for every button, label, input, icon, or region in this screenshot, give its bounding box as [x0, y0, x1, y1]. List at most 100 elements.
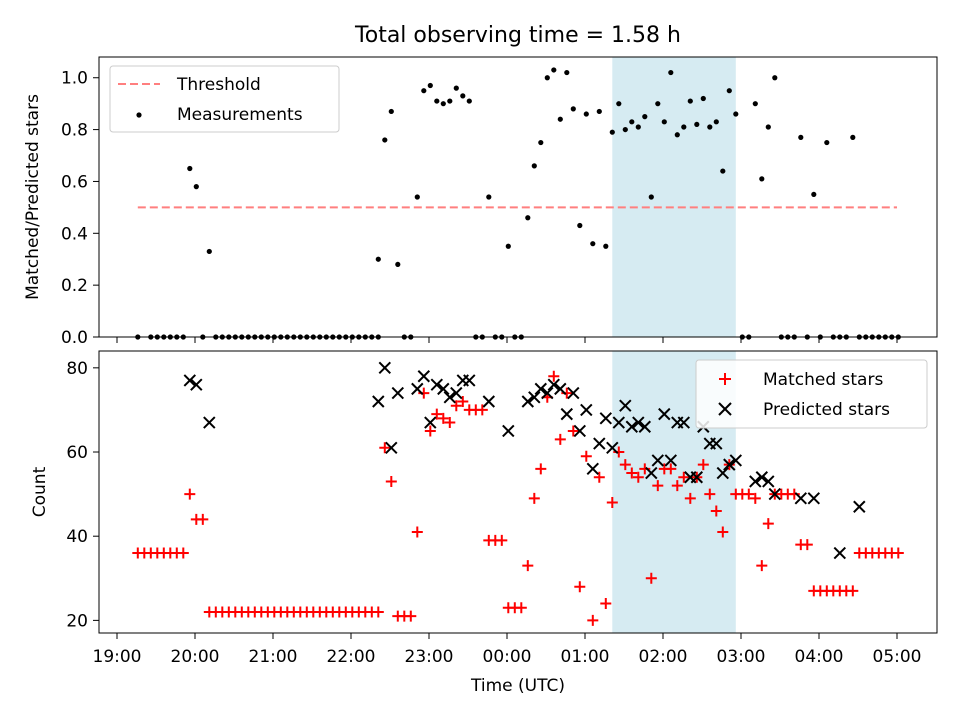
matched-star-marker	[548, 370, 560, 382]
top-y-axis: 0.0 0.2 0.4 0.6 0.8 1.0	[61, 69, 99, 348]
bottom-plot-frame	[98, 350, 938, 634]
predicted-star-marker	[664, 454, 678, 467]
predicted-star-marker	[658, 407, 671, 421]
matched-star-marker	[671, 480, 683, 492]
measurement-point	[759, 176, 765, 182]
predicted-star-marker	[437, 382, 450, 396]
measurement-point	[486, 194, 492, 200]
predicted-star-marker	[625, 420, 639, 433]
matched-star-marker	[749, 492, 761, 504]
matched-star-marker	[184, 488, 196, 500]
measurement-point	[609, 129, 615, 135]
bottom-panel: 20 40 60 80 19:00 20:00 21:00 22:00 23:00 00:00 0…	[30, 350, 938, 696]
top-panel: 0.0 0.2 0.4 0.6 0.8 1.0 Matched/Predicted sta…	[23, 56, 938, 348]
predicted-star-marker	[612, 416, 626, 429]
measurement-point	[531, 163, 537, 169]
matched-star-marker	[405, 610, 417, 622]
matched-star-marker	[437, 412, 449, 424]
predicted-star-marker	[599, 412, 613, 425]
matched-star-marker	[444, 417, 456, 429]
predicted-star-marker	[606, 441, 619, 455]
predicted-star-marker	[482, 395, 496, 408]
matched-star-marker	[431, 408, 443, 420]
measurement-point	[193, 184, 199, 190]
matched-star-marker	[496, 534, 508, 546]
matched-star-marker	[567, 425, 579, 437]
measurement-point	[694, 121, 700, 128]
measurement-point	[388, 108, 394, 115]
predicted-star-marker	[411, 382, 424, 396]
measurement-point	[414, 194, 420, 200]
matched-star-marker	[528, 492, 540, 504]
matched-star-marker	[515, 602, 527, 614]
legend-measurements-label: Measurements	[177, 105, 303, 125]
chart-title: Total observing time = 1.58 h	[354, 23, 681, 48]
bottom-legend: Matched stars Predicted stars	[695, 359, 928, 429]
measurement-point	[544, 75, 550, 81]
bottom-y-tick-label: 20	[66, 611, 88, 631]
predicted-star-marker	[443, 391, 457, 404]
matched-star-marker	[411, 526, 423, 538]
top-y-tick-label: 0.8	[61, 121, 88, 141]
predicted-star-marker	[833, 546, 847, 560]
measurement-point	[551, 67, 557, 73]
matched-star-marker	[450, 400, 462, 412]
predicted-star-marker	[619, 399, 632, 412]
measurement-point	[629, 119, 635, 125]
x-tick-label: 23:00	[405, 647, 454, 667]
predicted-star-marker	[723, 458, 736, 471]
matched-star-marker	[522, 560, 534, 572]
measurement-point	[622, 126, 628, 133]
predicted-star-markers	[183, 361, 866, 560]
measurement-point	[798, 134, 804, 140]
predicted-star-marker	[567, 386, 580, 400]
x-tick-label: 02:00	[639, 647, 688, 667]
matched-star-marker	[710, 505, 722, 517]
predicted-star-marker	[463, 374, 476, 387]
measurement-point	[596, 108, 602, 115]
measurement-point	[505, 243, 511, 249]
matched-star-marker	[535, 463, 547, 475]
legend-predicted-swatch	[718, 402, 732, 416]
measurement-point	[655, 101, 661, 107]
measurement-point	[635, 124, 641, 130]
legend-matched-label: Matched stars	[763, 370, 883, 390]
predicted-star-marker	[391, 386, 405, 400]
predicted-star-marker	[580, 403, 593, 417]
measurement-point	[707, 124, 713, 130]
predicted-star-marker	[183, 374, 197, 387]
matched-star-marker	[372, 606, 384, 618]
predicted-star-marker	[541, 386, 554, 400]
measurement-point	[570, 106, 576, 112]
measurement-point	[616, 101, 622, 107]
measurement-point	[687, 98, 693, 104]
measurement-point	[772, 75, 778, 81]
top-shaded-interval	[612, 57, 736, 337]
predicted-star-marker	[638, 420, 652, 433]
bottom-y-axis: 20 40 60 80	[66, 359, 99, 631]
measurement-point	[466, 98, 472, 104]
bottom-y-tick-label: 60	[66, 443, 88, 463]
measurement-point	[642, 114, 648, 120]
matched-star-marker	[379, 442, 391, 454]
matched-star-marker	[385, 475, 397, 487]
measurement-point	[648, 194, 654, 200]
measurement-point	[564, 69, 570, 76]
matched-star-marker	[619, 459, 631, 471]
x-tick-label: 21:00	[249, 647, 298, 667]
top-legend: Threshold Measurements	[109, 65, 340, 133]
x-tick-label: 19:00	[93, 647, 142, 667]
matched-star-marker	[554, 433, 566, 445]
measurement-point	[434, 98, 440, 104]
measurement-point	[538, 139, 544, 146]
measurement-point	[375, 256, 381, 262]
measurement-point	[590, 241, 596, 247]
predicted-star-marker	[716, 466, 730, 480]
measurement-point	[206, 248, 212, 255]
predicted-star-marker	[710, 437, 723, 450]
predicted-star-marker	[547, 378, 561, 391]
measurement-point	[713, 119, 719, 125]
predicted-star-marker	[651, 454, 665, 467]
predicted-star-marker	[190, 378, 203, 391]
